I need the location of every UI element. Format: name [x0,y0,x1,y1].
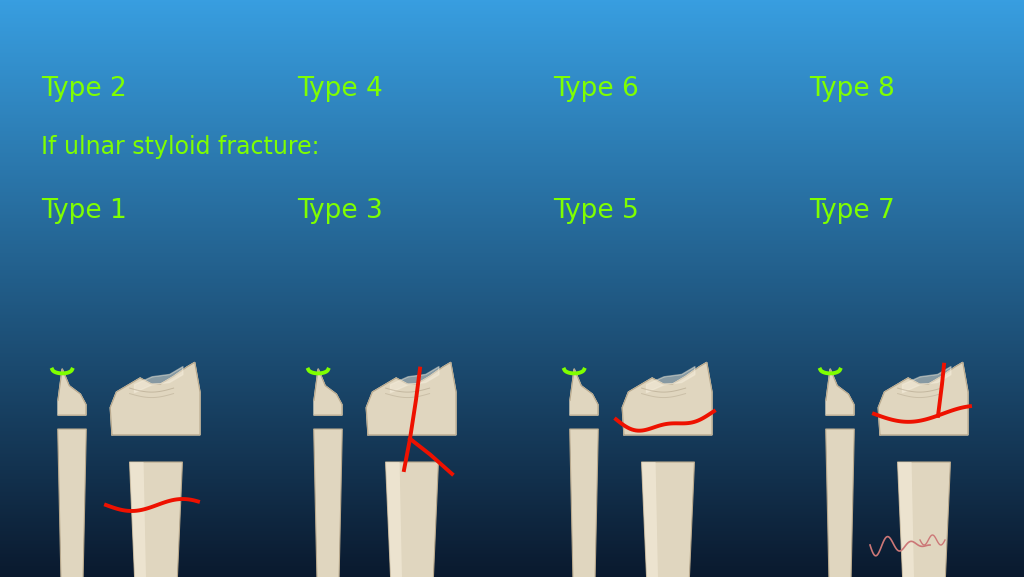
Polygon shape [314,369,342,415]
Text: Type 8: Type 8 [809,76,895,103]
Text: Type 4: Type 4 [297,76,383,103]
Text: Type 3: Type 3 [297,197,383,224]
Text: Type 1: Type 1 [41,197,127,224]
Polygon shape [57,429,86,577]
Text: Type 5: Type 5 [553,197,639,224]
Polygon shape [898,462,915,577]
Polygon shape [642,462,659,577]
Text: Type 7: Type 7 [809,197,895,224]
Polygon shape [111,362,200,435]
Text: If ulnar styloid fracture:: If ulnar styloid fracture: [41,135,319,159]
Polygon shape [642,462,694,577]
Text: Type 2: Type 2 [41,76,127,103]
Polygon shape [367,362,456,435]
Polygon shape [825,429,854,577]
Polygon shape [130,462,182,577]
Polygon shape [386,462,403,577]
Polygon shape [879,362,968,435]
Polygon shape [623,362,712,435]
Polygon shape [826,369,854,415]
Polygon shape [569,429,598,577]
Polygon shape [898,462,950,577]
Text: Type 6: Type 6 [553,76,639,103]
Polygon shape [130,462,147,577]
Polygon shape [58,369,86,415]
Polygon shape [386,462,438,577]
Polygon shape [313,429,342,577]
Polygon shape [570,369,598,415]
